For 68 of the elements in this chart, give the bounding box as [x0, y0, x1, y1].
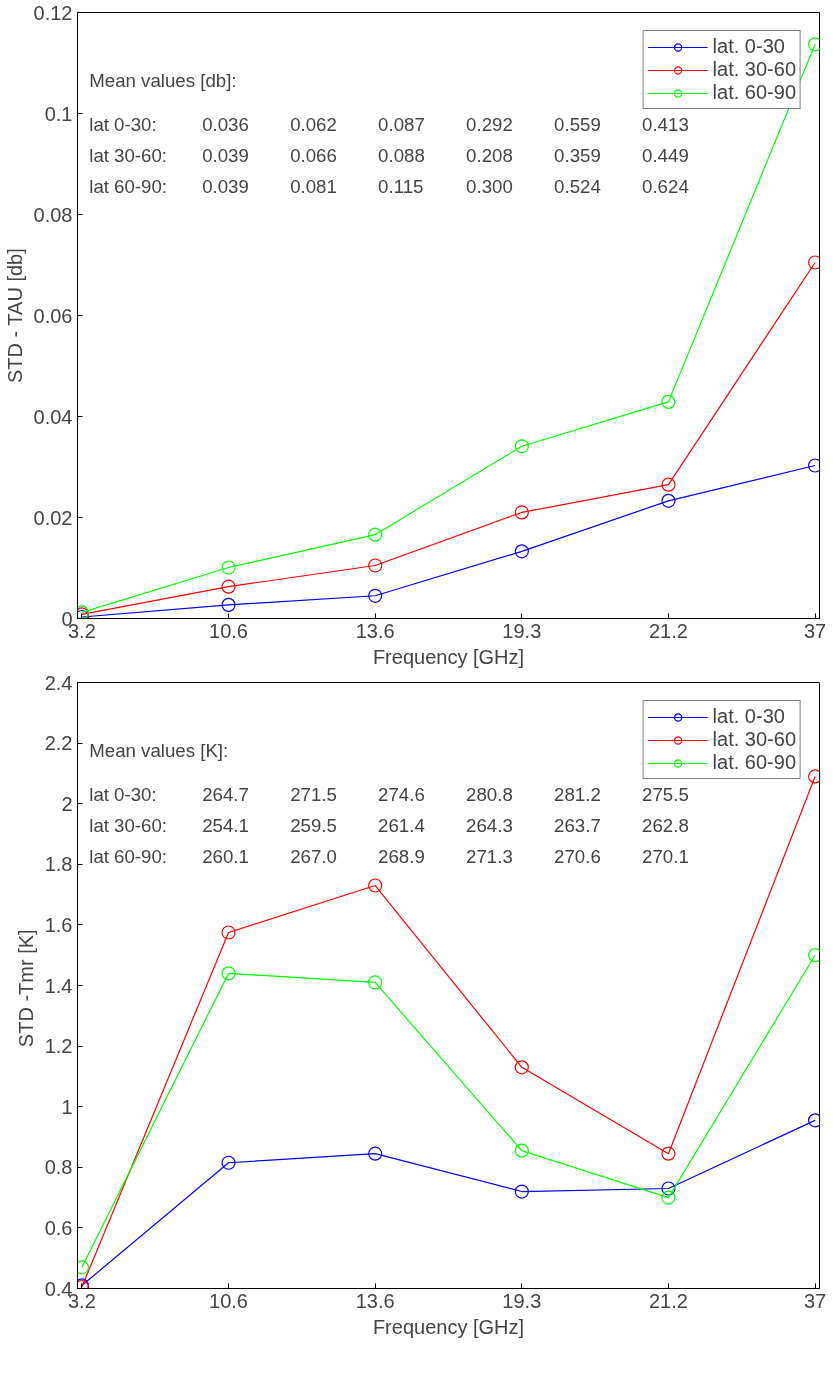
- point: [368, 527, 383, 542]
- text: lat 60-90: 0.039 0.081 0.115 0.300 0.524 0.624: [89, 175, 689, 197]
- point: [661, 1146, 676, 1161]
- y-tick-label: 0.1: [44, 102, 73, 125]
- x-tick-label: 37: [803, 619, 827, 642]
- y-tick-label: 2: [61, 792, 73, 815]
- point: [514, 439, 529, 454]
- legend-label: lat. 30-60: [712, 58, 796, 81]
- annotation: Mean values [K]:: [89, 740, 229, 762]
- text: lat 30-60: 0.039 0.066 0.088 0.208 0.359 0.449: [89, 145, 689, 167]
- x-tick-label: 10.6: [209, 619, 249, 642]
- legend-label: lat. 0-30: [712, 705, 785, 728]
- x-tick-label: 21.2: [649, 1289, 688, 1312]
- legend-label: lat. 30-60: [712, 728, 796, 751]
- y-tick-label: 0.06: [33, 304, 73, 327]
- y-tick-label: 0.6: [44, 1216, 73, 1239]
- text: lat 60-90: 260.1 267.0 268.9 271.3 270.6 270.1: [89, 845, 689, 867]
- y-axis-title: STD - TAU [db]: [3, 248, 26, 384]
- point: [221, 925, 236, 940]
- y-tick-label: 1.8: [44, 853, 73, 876]
- point: [661, 394, 676, 409]
- x-tick-label: 37: [803, 1289, 827, 1312]
- point: [368, 878, 383, 893]
- point: [368, 588, 383, 603]
- point: [661, 1181, 676, 1196]
- y-tick-label: 0.08: [33, 203, 73, 226]
- point: [221, 1155, 236, 1170]
- x-tick-label: 10.6: [209, 1289, 249, 1312]
- point: [514, 505, 529, 520]
- y-tick-label: 0.8: [44, 1156, 73, 1179]
- point: [221, 597, 236, 612]
- point: [661, 477, 676, 492]
- annotation: Mean values [db]:: [89, 70, 237, 92]
- y-tick-label: 0.12: [33, 1, 73, 24]
- y-tick-label: 1.2: [44, 1035, 73, 1058]
- point: [368, 975, 383, 990]
- text: lat 0-30: 0.036 0.062 0.087 0.292 0.559 0.413: [89, 114, 689, 136]
- text: lat 30-60: 254.1 259.5 261.4 264.3 263.7 262.8: [89, 815, 689, 837]
- y-tick-label: 2.2: [44, 732, 73, 755]
- point: [368, 1146, 383, 1161]
- y-tick-label: 2.4: [44, 671, 73, 694]
- y-axis-title: STD -Tmr [K]: [14, 929, 37, 1048]
- x-axis-title: Frequency [GHz]: [372, 1315, 525, 1338]
- y-tick-label: 0.04: [33, 405, 73, 428]
- y-tick-label: 1.6: [44, 913, 73, 936]
- point: [661, 1190, 676, 1205]
- legend-label: lat. 60-90: [712, 81, 796, 104]
- point: [221, 560, 236, 575]
- point: [368, 558, 383, 573]
- x-tick-label: 19.3: [502, 1289, 542, 1312]
- point: [221, 966, 236, 981]
- point: [514, 1184, 529, 1199]
- point: [514, 1060, 529, 1075]
- x-tick-label: 21.2: [649, 619, 688, 642]
- text: lat 0-30: 264.7 271.5 274.6 280.8 281.2 275.5: [89, 784, 689, 806]
- y-tick-label: 0.02: [33, 506, 73, 529]
- x-tick-label: 19.3: [502, 619, 542, 642]
- point: [661, 493, 676, 508]
- legend-label: lat. 60-90: [712, 751, 796, 774]
- x-axis-title: Frequency [GHz]: [372, 645, 525, 668]
- x-tick-label: 13.6: [355, 1289, 395, 1312]
- point: [514, 544, 529, 559]
- y-tick-label: 1.4: [44, 974, 73, 997]
- x-tick-label: 13.6: [355, 619, 395, 642]
- point: [514, 1143, 529, 1158]
- y-tick-label: 1: [61, 1095, 73, 1118]
- legend-label: lat. 0-30: [712, 35, 785, 58]
- point: [221, 579, 236, 594]
